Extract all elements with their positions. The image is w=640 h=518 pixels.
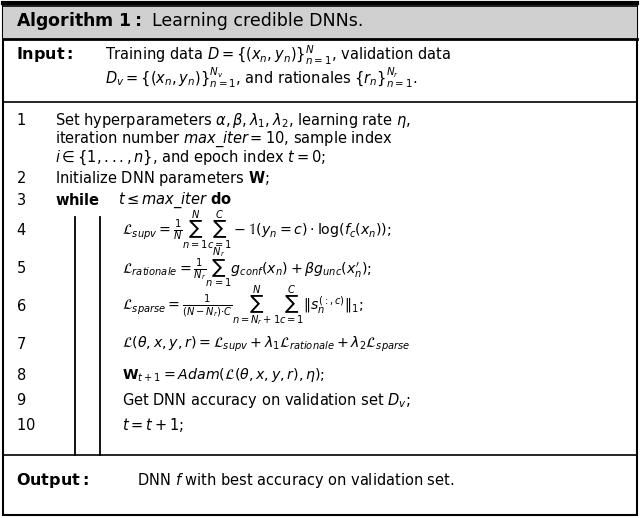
Text: $10$: $10$ — [16, 417, 36, 433]
Text: $\mathcal{L}_{sparse} = \frac{1}{(N-N_r){\cdot}C}\sum_{n=N_r+1}^{N}\sum_{c=1}^{C: $\mathcal{L}_{sparse} = \frac{1}{(N-N_r)… — [122, 283, 363, 328]
Text: $\mathbf{W}_{t+1} = Adam(\mathcal{L}(\theta, x, y, r), \eta);$: $\mathbf{W}_{t+1} = Adam(\mathcal{L}(\th… — [122, 366, 325, 384]
Text: $\mathcal{L}_{supv} = \frac{1}{N}\sum_{n=1}^{N}\sum_{c=1}^{C} -\mathbb{1}(y_n = : $\mathcal{L}_{supv} = \frac{1}{N}\sum_{n… — [122, 208, 392, 252]
Bar — [3, 3, 637, 39]
Text: $\mathcal{L}(\theta, x, y, r) = \mathcal{L}_{supv} + \lambda_1\mathcal{L}_{ratio: $\mathcal{L}(\theta, x, y, r) = \mathcal… — [122, 334, 410, 354]
Text: $t = t + 1;$: $t = t + 1;$ — [122, 416, 184, 434]
Text: iteration number $\mathit{max\_iter} = 10$, sample index: iteration number $\mathit{max\_iter} = 1… — [55, 130, 392, 149]
Text: Initialize DNN parameters $\mathbf{W}$;: Initialize DNN parameters $\mathbf{W}$; — [55, 168, 269, 188]
Text: $\mathcal{L}_{rationale} = \frac{1}{N_r}\sum_{n=1}^{N_r} g_{conf}(x_n) + \beta g: $\mathcal{L}_{rationale} = \frac{1}{N_r}… — [122, 246, 372, 291]
Text: $1$: $1$ — [16, 112, 26, 128]
Text: $t \leq \mathit{max\_iter}$ $\mathbf{do}$: $t \leq \mathit{max\_iter}$ $\mathbf{do}… — [118, 190, 232, 210]
Text: $8$: $8$ — [16, 367, 26, 383]
Text: Learning credible DNNs.: Learning credible DNNs. — [152, 12, 364, 30]
Text: Training data $D = \{(x_n, y_n)\}_{n=1}^{N}$, validation data: Training data $D = \{(x_n, y_n)\}_{n=1}^… — [105, 44, 451, 67]
Text: $6$: $6$ — [16, 298, 26, 314]
Text: $5$: $5$ — [16, 260, 26, 276]
Text: $D_v = \{(x_n, y_n)\}_{n=1}^{N_v}$, and rationales $\{r_n\}_{n=1}^{N_r}$.: $D_v = \{(x_n, y_n)\}_{n=1}^{N_v}$, and … — [105, 66, 417, 90]
Text: $\mathbf{while}$: $\mathbf{while}$ — [55, 192, 100, 208]
Text: DNN $f$ with best accuracy on validation set.: DNN $f$ with best accuracy on validation… — [128, 470, 454, 490]
Text: Set hyperparameters $\alpha, \beta, \lambda_1, \lambda_2$, learning rate $\eta$,: Set hyperparameters $\alpha, \beta, \lam… — [55, 110, 411, 130]
Text: Get DNN accuracy on validation set $D_v$;: Get DNN accuracy on validation set $D_v$… — [122, 391, 411, 410]
Text: $\mathbf{Input:}$: $\mathbf{Input:}$ — [16, 46, 74, 65]
Text: $i \in \{1, ..., n\}$, and epoch index $t = 0$;: $i \in \{1, ..., n\}$, and epoch index $… — [55, 149, 326, 167]
Text: $\mathbf{Output:}$: $\mathbf{Output:}$ — [16, 470, 89, 490]
Text: $7$: $7$ — [16, 336, 26, 352]
Text: $\mathbf{Algorithm\ 1:}$: $\mathbf{Algorithm\ 1:}$ — [16, 10, 141, 32]
Text: $3$: $3$ — [16, 192, 26, 208]
Text: $9$: $9$ — [16, 392, 26, 408]
Text: $2$: $2$ — [16, 170, 26, 186]
Text: $4$: $4$ — [16, 222, 26, 238]
